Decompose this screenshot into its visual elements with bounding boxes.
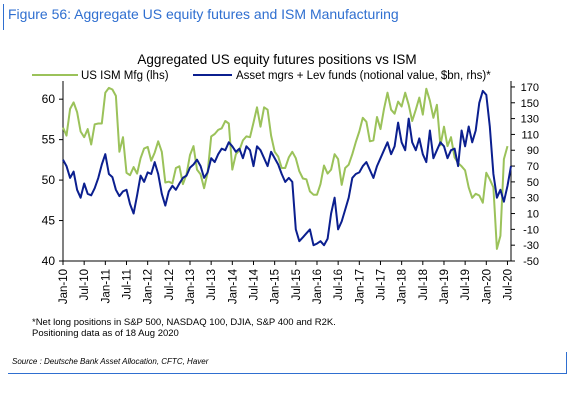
figure-frame-left xyxy=(3,4,4,30)
y-right-tick-label: 130 xyxy=(521,114,539,126)
y-right-tick-label: -50 xyxy=(523,256,539,268)
x-tick-label: Jan-16 xyxy=(312,269,324,304)
series-layer xyxy=(62,86,512,250)
y-left-tick-label: 60 xyxy=(42,92,56,106)
series-line-positions xyxy=(62,89,512,247)
x-tick-label: Jan-17 xyxy=(354,269,366,304)
x-tick-label: Jan-20 xyxy=(481,269,493,304)
figure-frame-bottom xyxy=(8,373,567,374)
legend-label-ism: US ISM Mfg (lhs) xyxy=(81,70,169,82)
x-tick-label: Jan-18 xyxy=(397,269,409,304)
y-left-tick-label: 45 xyxy=(42,214,56,228)
y-right-tick-label: 150 xyxy=(521,98,539,110)
x-tick-label: Jul-11 xyxy=(121,269,133,299)
legend-label-positions: Asset mgrs + Lev funds (notional value, … xyxy=(236,70,491,82)
x-tick-label: Jul-20 xyxy=(502,269,514,300)
footnote-line: Positioning data as of 18 Aug 2020 xyxy=(32,328,179,339)
x-tick-label: Jul-14 xyxy=(248,268,260,300)
y-right-tick-label: -30 xyxy=(523,240,539,252)
footnote: *Net long positions in S&P 500, NASDAQ 1… xyxy=(32,317,336,339)
x-tick-label: Jan-11 xyxy=(100,269,112,303)
series-line-ism xyxy=(62,86,509,250)
chart-title: Aggregated US equity futures positions v… xyxy=(137,52,416,67)
x-tick-label: Jul-10 xyxy=(79,269,91,300)
x-tick-label: Jan-13 xyxy=(185,269,197,304)
y-left-tick-label: 55 xyxy=(42,133,56,147)
x-tick-label: Jul-13 xyxy=(206,269,218,300)
y-right-tick-label: 110 xyxy=(521,129,539,141)
x-tick-label: Jan-12 xyxy=(143,269,155,304)
y-right-tick-label: -10 xyxy=(523,224,539,236)
y-left-tick-label: 40 xyxy=(42,254,56,268)
y-right-tick-label: 50 xyxy=(527,177,539,189)
x-tick-label: Jul-17 xyxy=(375,269,387,300)
y-right-tick-label: 170 xyxy=(521,82,539,94)
y-right-tick-label: 10 xyxy=(527,209,539,221)
x-tick-label: Jul-15 xyxy=(291,269,303,300)
x-tick-label: Jan-15 xyxy=(270,269,282,304)
figure-title: Figure 56: Aggregate US equity futures a… xyxy=(8,6,399,22)
x-tick-label: Jan-10 xyxy=(58,269,70,304)
x-tick-label: Jan-19 xyxy=(439,269,451,304)
figure-frame-right xyxy=(566,352,567,374)
x-tick-label: Jan-14 xyxy=(227,268,239,304)
x-tick-label: Jul-18 xyxy=(418,269,430,300)
x-tick-label: Jul-19 xyxy=(460,269,472,300)
y-left-tick-label: 50 xyxy=(42,173,56,187)
y-right-tick-label: 70 xyxy=(527,161,539,173)
axes: 40 45 50 55 60 -50 -30 -10 10 30 50 70 90 110 130 150 17… xyxy=(42,81,539,304)
x-tick-label: Jul-12 xyxy=(164,269,176,300)
x-tick-label: Jul-16 xyxy=(333,269,345,300)
y-right-tick-label: 90 xyxy=(527,145,539,157)
footnote-line: *Net long positions in S&P 500, NASDAQ 1… xyxy=(32,317,336,328)
y-right-tick-label: 30 xyxy=(527,193,539,205)
source-note: Source : Deutsche Bank Asset Allocation,… xyxy=(12,357,209,366)
